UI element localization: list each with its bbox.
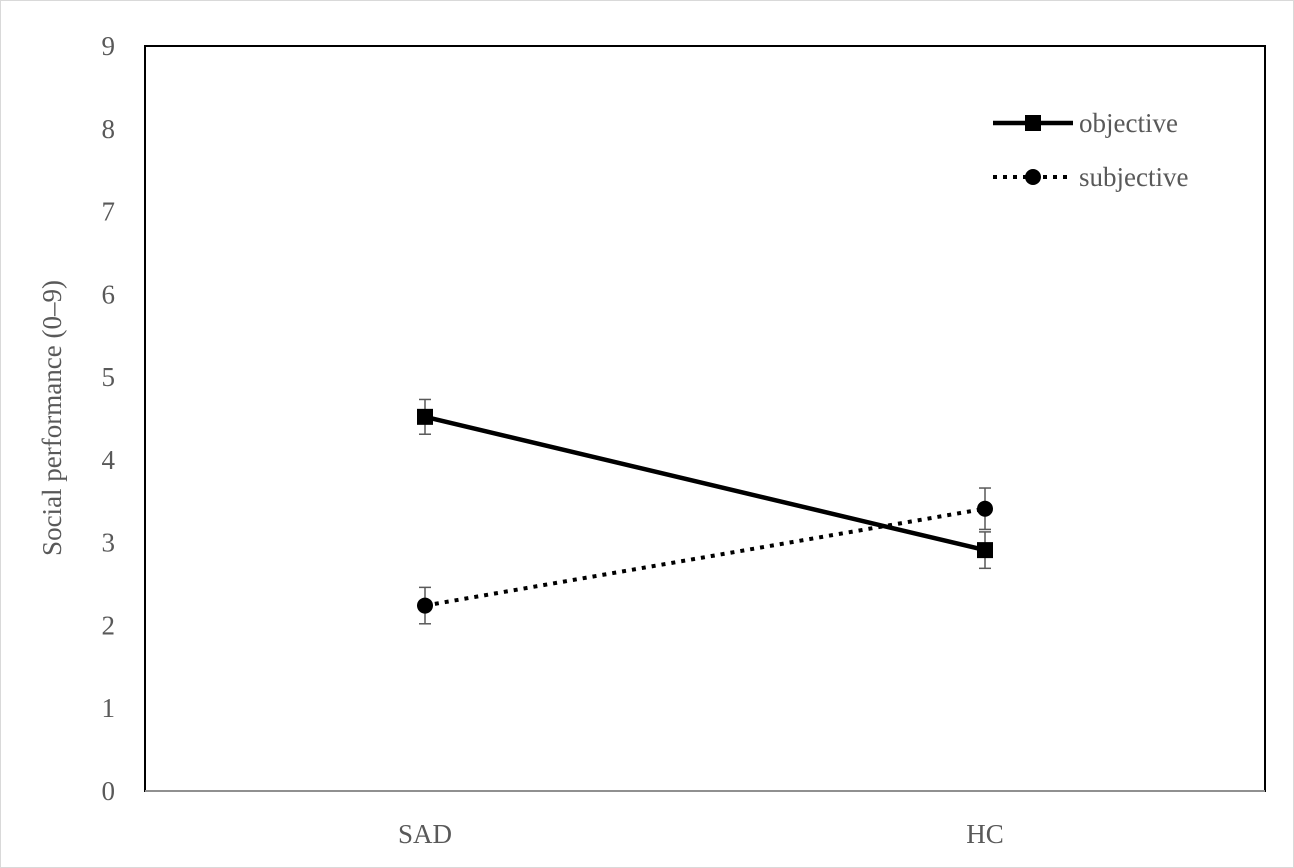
data-point-marker: [417, 597, 433, 614]
plot-frame: [144, 45, 1266, 792]
data-point-marker: [417, 408, 433, 425]
data-point-marker: [977, 500, 993, 517]
y-tick-label: 3: [102, 528, 116, 558]
legend-marker: [1025, 169, 1041, 185]
y-tick-label: 0: [102, 776, 116, 806]
data-point-marker: [977, 542, 993, 559]
y-axis-title: Social performance (0–9): [37, 280, 67, 556]
series-line: [424, 414, 986, 553]
y-tick-label: 6: [102, 279, 116, 309]
y-tick-label: 2: [102, 610, 116, 640]
y-tick-label: 4: [102, 445, 116, 475]
series-line: [424, 506, 986, 608]
x-axis-categories: SAD HC: [398, 819, 1004, 849]
series-lines: [417, 398, 993, 625]
legend-marker: [1025, 115, 1041, 131]
legend-label: objective: [1079, 108, 1178, 138]
y-tick-label: 5: [102, 362, 116, 392]
x-category-label: SAD: [398, 819, 452, 849]
series-subjective: [417, 487, 993, 625]
legend: objective subjective: [993, 108, 1188, 192]
y-tick-label: 7: [102, 197, 116, 227]
legend-item-objective: objective: [993, 108, 1178, 138]
series-objective: [417, 398, 993, 570]
plot-area-border: [144, 45, 1266, 792]
legend-label: subjective: [1079, 162, 1188, 192]
y-axis-ticks: 0 1 2 3 4 5 6 7 8 9: [102, 31, 116, 806]
legend-item-subjective: subjective: [993, 162, 1188, 192]
y-tick-label: 9: [102, 31, 116, 61]
x-category-label: HC: [966, 819, 1004, 849]
y-tick-label: 1: [102, 693, 116, 723]
y-tick-label: 8: [102, 114, 116, 144]
